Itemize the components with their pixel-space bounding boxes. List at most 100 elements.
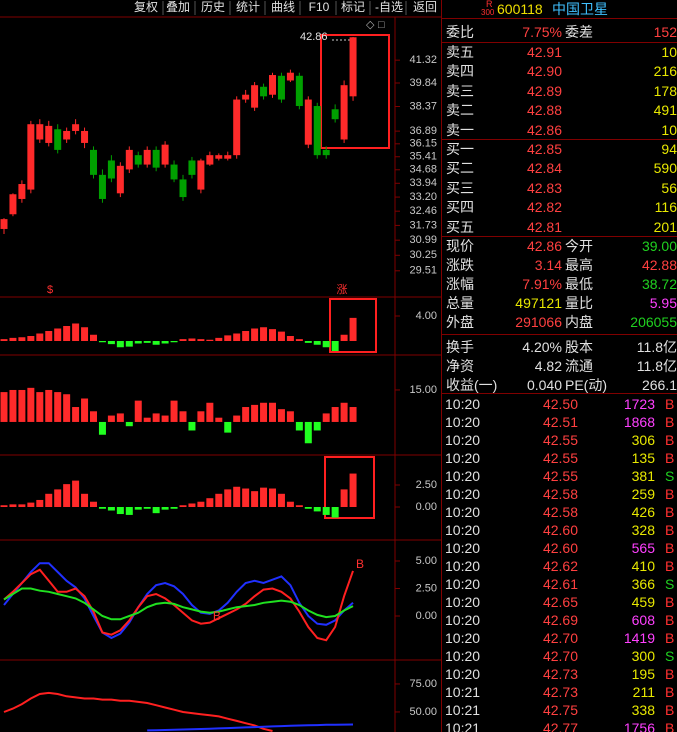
- book-label: 卖四: [446, 63, 474, 80]
- stat-label: 最高: [565, 257, 593, 273]
- tick-volume: 381: [631, 468, 655, 484]
- candle-body: [9, 194, 17, 215]
- indicator-bar: [170, 400, 178, 422]
- candle-body: [63, 130, 71, 140]
- indicator-bar: [90, 501, 97, 508]
- tick-side: S: [665, 468, 675, 484]
- indicator-bar: [215, 337, 223, 341]
- book-label: 买五: [446, 218, 474, 235]
- indicator-bar: [143, 417, 151, 422]
- toolbar-button: 统计: [236, 0, 260, 14]
- tick-side: B: [665, 432, 675, 448]
- indicator-bar: [81, 327, 89, 341]
- indicator-bar: [277, 331, 285, 341]
- stat-label: 股本: [565, 339, 593, 355]
- book-volume: 94: [661, 141, 677, 157]
- stat-label: 收益(一): [446, 377, 498, 393]
- book-label: 卖二: [446, 102, 474, 119]
- tick-side: B: [665, 702, 675, 718]
- stat-value: 42.88: [641, 257, 677, 273]
- indicator-bar: [322, 413, 330, 422]
- tick-price: 42.51: [542, 414, 578, 430]
- indicator-bar: [206, 498, 214, 508]
- indicator-bar: [27, 502, 35, 508]
- tick-time: 10:20: [445, 396, 481, 412]
- book-volume: 116: [654, 199, 677, 216]
- indicator-bar: [45, 493, 53, 508]
- highlight-box: [324, 456, 375, 519]
- tick-time: 10:20: [445, 666, 481, 682]
- indicator-bar: [224, 421, 232, 433]
- candle-body: [107, 160, 115, 179]
- book-label: 买三: [446, 179, 474, 196]
- tick-price: 42.73: [542, 666, 578, 682]
- candle-body: [313, 106, 321, 156]
- indicator-bar: [54, 328, 62, 341]
- ratio-value: 7.75%: [522, 24, 562, 40]
- tick-volume: 195: [631, 666, 655, 682]
- indicator-bar: [188, 503, 196, 508]
- book-price: 42.82: [526, 199, 562, 216]
- indicator-bar: [98, 421, 106, 435]
- candle-body: [331, 109, 339, 120]
- tick-volume: 135: [631, 450, 655, 466]
- tick-side: B: [665, 396, 675, 412]
- separator: [442, 393, 677, 394]
- candle-body: [233, 99, 241, 156]
- indicator-bar: [0, 505, 8, 508]
- indicator-bar: [304, 341, 312, 343]
- indicator-bar: [206, 402, 214, 422]
- indicator-bar: [277, 493, 285, 508]
- indicator-bar: [36, 392, 44, 422]
- indicator-bar: [125, 341, 133, 347]
- tick-time: 10:20: [445, 486, 481, 502]
- candle-body: [54, 129, 62, 150]
- book-label: 买二: [446, 160, 474, 177]
- tick-side: B: [665, 594, 675, 610]
- stat-label: 现价: [446, 238, 474, 254]
- indicator-bar: [125, 421, 133, 427]
- tick-side: B: [665, 450, 675, 466]
- indicator-bar: [340, 334, 348, 341]
- candle-body: [152, 149, 160, 168]
- book-price: 42.84: [526, 160, 562, 177]
- toolbar-button: 复权: [134, 0, 158, 14]
- tick-price: 42.58: [542, 486, 578, 502]
- tick-volume: 1419: [623, 630, 655, 646]
- indicator-bar: [269, 329, 276, 341]
- row-label: 委比: [446, 24, 474, 40]
- candle-body: [36, 124, 44, 140]
- indicator-bar: [161, 341, 169, 344]
- indicator-bar: [340, 402, 348, 422]
- y-tick-label: 31.73: [409, 219, 437, 231]
- indicator-bar: [18, 337, 26, 341]
- tick-side: B: [665, 414, 675, 430]
- indicator-bar: [107, 341, 115, 345]
- indicator-bar: [349, 407, 357, 422]
- toolbar-button: 历史: [201, 0, 225, 14]
- toolbar-button: F10: [309, 0, 330, 14]
- book-label: 卖一: [446, 121, 474, 138]
- book-price: 42.89: [526, 82, 562, 99]
- book-price: 42.83: [526, 179, 562, 196]
- indicator-bar: [260, 402, 268, 422]
- tick-price: 42.58: [542, 504, 578, 520]
- y-tick-label: 75.00: [409, 678, 437, 690]
- chart-area: ◇ □ 复权 叠加 历史 统计 曲线 F10 标记 -自选 返回 41.32 39.84 38.37 3…: [0, 0, 441, 732]
- stat-value: 0.040: [526, 377, 562, 393]
- indicator-bar: [242, 488, 250, 508]
- book-label: 买一: [446, 141, 474, 157]
- badge: 300: [481, 8, 495, 17]
- candle-body: [161, 144, 169, 165]
- candle-body: [340, 85, 348, 140]
- book-volume: 178: [653, 82, 677, 99]
- candle-body: [72, 124, 80, 131]
- stat-label: 换手: [446, 339, 474, 355]
- tick-side: B: [665, 630, 675, 646]
- indicator-bar: [9, 504, 17, 508]
- stat-value: 42.86: [526, 238, 562, 254]
- candle-body: [197, 160, 205, 190]
- separator: [442, 42, 677, 43]
- tick-volume: 328: [631, 522, 655, 538]
- indicator-bar: [161, 415, 169, 422]
